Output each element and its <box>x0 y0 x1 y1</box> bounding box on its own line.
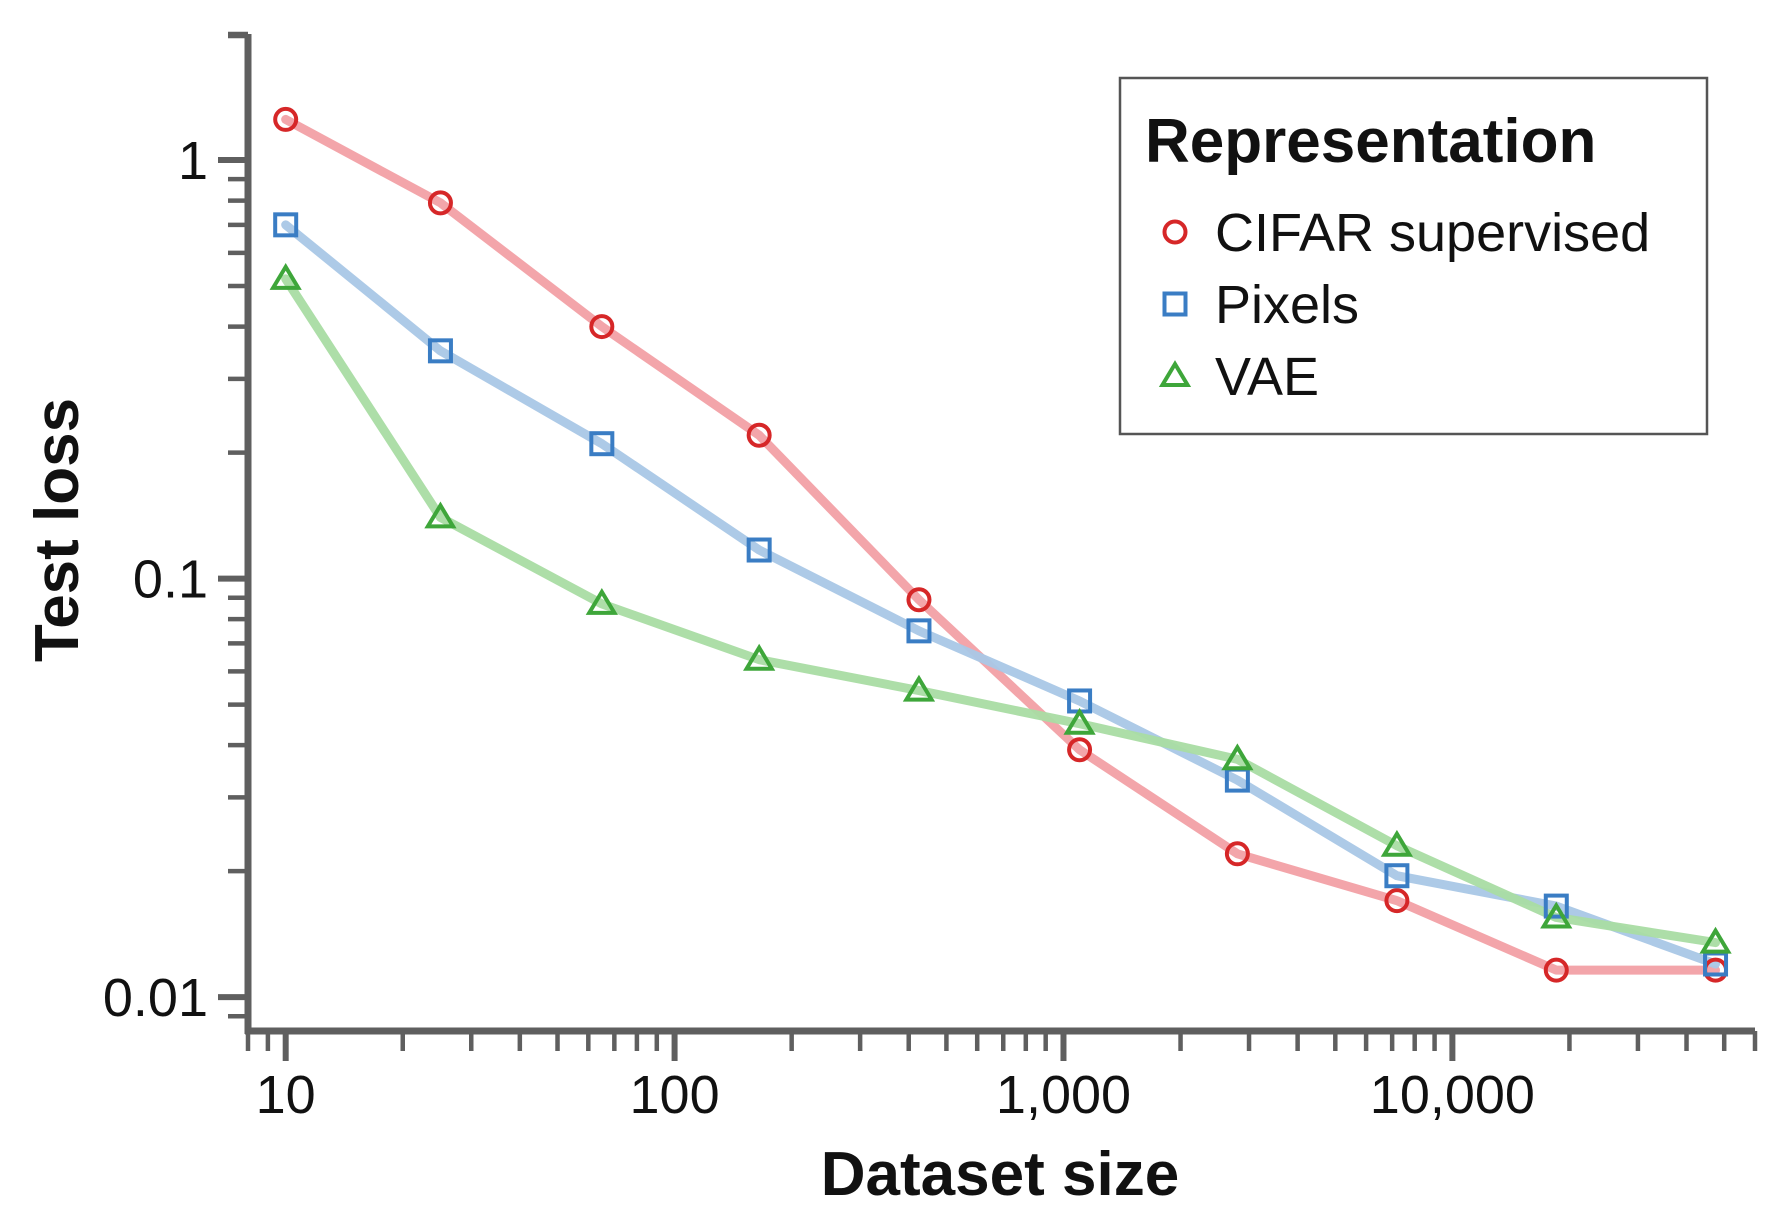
x-tick-label: 10,000 <box>1370 1065 1535 1125</box>
data-point-vae-6 <box>1063 707 1096 735</box>
data-point-cifar-supervised-2 <box>427 190 453 216</box>
x-tick-label: 100 <box>630 1065 720 1125</box>
data-point-pixels-8 <box>1384 863 1410 889</box>
y-tick-label: 1 <box>178 131 208 191</box>
axis-layer: 1 0.1 0.01 10 100 1,000 10,000 <box>103 31 1758 1125</box>
legend-items: CIFAR supervised Pixels VAE <box>1158 203 1650 407</box>
y-tick-label: 0.01 <box>103 968 208 1028</box>
data-point-cifar-supervised-3 <box>589 314 615 340</box>
x-axis-title: Dataset size <box>821 1140 1179 1209</box>
legend-title: Representation <box>1145 107 1596 176</box>
data-point-vae-9 <box>1540 901 1573 929</box>
data-point-cifar-supervised-5 <box>906 587 932 613</box>
data-point-vae-1 <box>269 262 302 290</box>
data-point-cifar-supervised-8 <box>1384 888 1410 914</box>
data-point-vae-7 <box>1221 743 1254 771</box>
legend-label-vae: VAE <box>1215 347 1319 407</box>
data-point-vae-8 <box>1380 829 1414 857</box>
series-line-pixels <box>281 220 1721 969</box>
data-point-vae-5 <box>902 674 936 702</box>
data-point-cifar-supervised-7 <box>1224 841 1250 867</box>
data-point-pixels-3 <box>589 431 615 457</box>
data-point-vae-4 <box>743 643 776 671</box>
series-line-cifar-supervised <box>281 114 1721 975</box>
data-point-pixels-2 <box>427 338 453 364</box>
y-axis-title: Test loss <box>23 398 92 662</box>
legend-label-cifar-supervised: CIFAR supervised <box>1215 203 1650 263</box>
legend-marker-vae <box>1158 360 1192 387</box>
legend-marker-cifar-supervised <box>1162 219 1188 245</box>
legend: Representation CIFAR supervised Pixels VAE <box>1118 76 1709 436</box>
data-point-cifar-supervised-9 <box>1543 957 1569 983</box>
series-line-vae <box>281 274 1721 948</box>
data-point-cifar-supervised-1 <box>273 106 299 132</box>
x-tick-label: 1,000 <box>996 1065 1131 1125</box>
data-point-vae-2 <box>424 501 457 529</box>
x-tick-label: 10 <box>256 1065 316 1125</box>
data-point-pixels-4 <box>746 537 772 563</box>
y-tick-label: 0.1 <box>133 550 208 610</box>
legend-box <box>1118 76 1709 436</box>
data-point-cifar-supervised-4 <box>746 422 772 448</box>
data-point-pixels-1 <box>273 212 299 238</box>
data-point-vae-10 <box>1699 926 1732 954</box>
legend-marker-pixels <box>1162 291 1188 317</box>
series-layer <box>269 106 1732 983</box>
data-point-cifar-supervised-6 <box>1067 737 1093 763</box>
legend-label-pixels: Pixels <box>1215 275 1359 335</box>
data-point-pixels-5 <box>906 618 932 644</box>
data-point-pixels-9 <box>1543 893 1569 919</box>
data-point-vae-3 <box>585 587 618 615</box>
